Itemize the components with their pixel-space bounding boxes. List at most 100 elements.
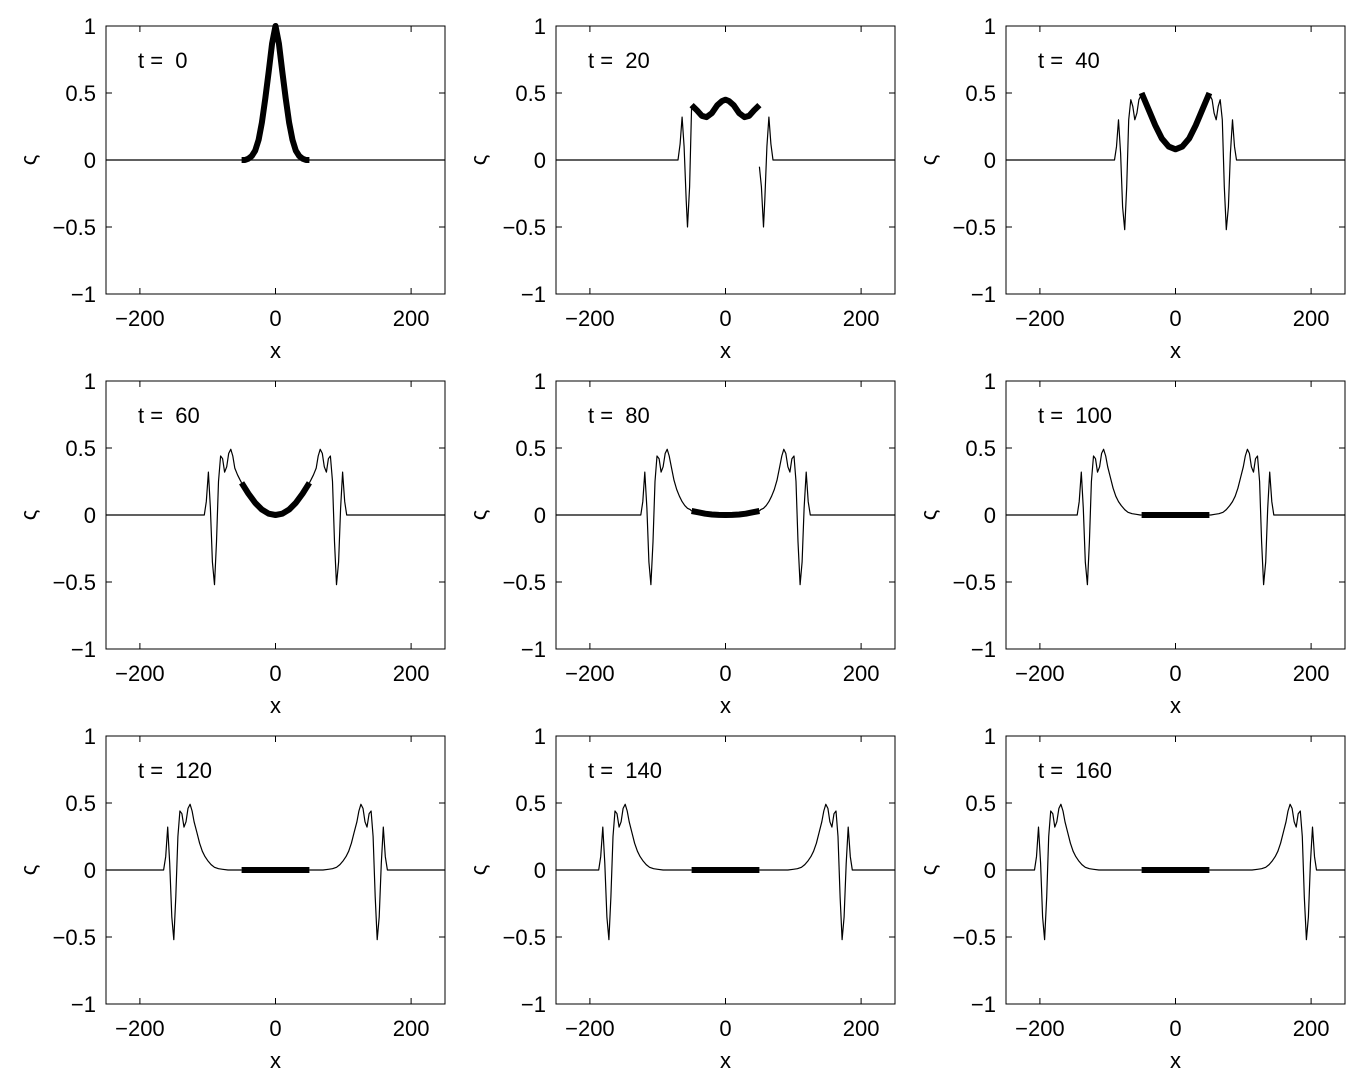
y-tick-label: 0.5	[65, 436, 96, 461]
panel-time-label: t = 0	[138, 48, 188, 73]
y-axis-label: ς	[466, 510, 491, 521]
y-tick-label: −0.5	[953, 570, 996, 595]
x-axis-label: x	[720, 338, 731, 363]
series-thin-segment-0	[556, 448, 693, 586]
y-tick-label: −0.5	[53, 925, 96, 950]
subplot-t0: 1 0.5 0 −0.5 −1 −200 0 200 x ς t = 0	[16, 14, 446, 363]
panel-time-label: t = 100	[1038, 403, 1112, 428]
x-tick-label: 200	[393, 661, 430, 686]
y-axis-label: ς	[916, 510, 941, 521]
y-tick-label: 0	[84, 148, 96, 173]
panel-time-label: t = 20	[588, 48, 650, 73]
x-tick-label: 200	[393, 306, 430, 331]
x-tick-label: −200	[1015, 1016, 1065, 1041]
subplot-t60: 1 0.5 0 −0.5 −1 −200 0 200 x ς t = 60	[16, 369, 446, 718]
subplot-t160: 1 0.5 0 −0.5 −1 −200 0 200 x ς t = 160	[916, 724, 1346, 1073]
panel-time-label: t = 40	[1038, 48, 1100, 73]
panel-time-label: t = 80	[588, 403, 650, 428]
y-tick-label: 0	[534, 503, 546, 528]
series-thick-segment	[241, 23, 310, 163]
series-thin-segment-1	[1209, 803, 1345, 941]
x-axis-label: x	[270, 1048, 281, 1073]
series-thin-segment-0	[1006, 803, 1142, 941]
y-tick-label: −0.5	[503, 215, 546, 240]
x-tick-label: −200	[565, 661, 615, 686]
y-tick-label: −0.5	[53, 215, 96, 240]
subplot-t20: 1 0.5 0 −0.5 −1 −200 0 200 x ς t = 20	[466, 14, 896, 363]
series-thin-segment-0	[1006, 448, 1142, 586]
y-tick-label: −1	[71, 992, 96, 1017]
subplot-t100: 1 0.5 0 −0.5 −1 −200 0 200 x ς t = 100	[916, 369, 1346, 718]
panel-time-label: t = 140	[588, 758, 662, 783]
y-tick-label: −1	[521, 637, 546, 662]
x-tick-label: 0	[269, 306, 281, 331]
series-thin-segment-0	[106, 803, 242, 941]
subplot-t120: 1 0.5 0 −0.5 −1 −200 0 200 x ς t = 120	[16, 724, 446, 1073]
series-thin-segment-1	[308, 448, 445, 586]
x-axis-label: x	[720, 1048, 731, 1073]
y-tick-label: 1	[534, 724, 546, 749]
y-tick-label: −1	[71, 282, 96, 307]
y-tick-label: 0.5	[515, 81, 546, 106]
y-tick-label: 0	[534, 148, 546, 173]
y-tick-label: 0.5	[965, 436, 996, 461]
y-axis-label: ς	[466, 865, 491, 876]
x-tick-label: 0	[1169, 1016, 1181, 1041]
series-thick-segment	[691, 508, 760, 518]
x-tick-label: 0	[269, 1016, 281, 1041]
series-thin-segment-1	[1209, 95, 1345, 231]
y-tick-label: 1	[84, 724, 96, 749]
y-tick-label: −0.5	[953, 215, 996, 240]
x-tick-label: 200	[843, 661, 880, 686]
x-tick-label: −200	[565, 306, 615, 331]
subplot-t40: 1 0.5 0 −0.5 −1 −200 0 200 x ς t = 40	[916, 14, 1346, 363]
series-thick-segment	[689, 96, 762, 121]
x-tick-label: −200	[565, 1016, 615, 1041]
x-tick-label: −200	[115, 306, 165, 331]
x-tick-label: 200	[1293, 661, 1330, 686]
series-thin-segment-0	[556, 803, 692, 941]
y-tick-label: 0.5	[65, 791, 96, 816]
y-tick-label: 1	[534, 14, 546, 39]
subplot-t140: 1 0.5 0 −0.5 −1 −200 0 200 x ς t = 140	[466, 724, 896, 1073]
y-tick-label: 1	[984, 724, 996, 749]
x-axis-label: x	[270, 338, 281, 363]
y-tick-label: 0	[534, 858, 546, 883]
y-tick-label: 1	[984, 14, 996, 39]
y-axis-label: ς	[916, 865, 941, 876]
y-tick-label: 0.5	[965, 791, 996, 816]
x-tick-label: −200	[115, 661, 165, 686]
y-tick-label: −0.5	[953, 925, 996, 950]
series-thick-segment	[1138, 91, 1213, 153]
x-tick-label: 0	[269, 661, 281, 686]
y-axis-label: ς	[16, 865, 41, 876]
y-tick-label: 0	[984, 503, 996, 528]
x-tick-label: −200	[1015, 306, 1065, 331]
y-tick-label: −0.5	[503, 570, 546, 595]
x-tick-label: −200	[1015, 661, 1065, 686]
y-tick-label: −1	[521, 282, 546, 307]
panel-time-label: t = 60	[138, 403, 200, 428]
x-tick-label: 0	[719, 661, 731, 686]
series-thin-segment-0	[106, 448, 243, 586]
series-thin-segment-1	[758, 448, 895, 586]
x-tick-label: 200	[1293, 1016, 1330, 1041]
x-tick-label: −200	[115, 1016, 165, 1041]
y-tick-label: 0.5	[65, 81, 96, 106]
panel-time-label: t = 120	[138, 758, 212, 783]
y-tick-label: 1	[84, 369, 96, 394]
y-tick-label: 1	[84, 14, 96, 39]
y-tick-label: 0	[84, 858, 96, 883]
x-tick-label: 200	[843, 1016, 880, 1041]
y-tick-label: 0.5	[515, 791, 546, 816]
y-axis-label: ς	[916, 155, 941, 166]
y-tick-label: 1	[534, 369, 546, 394]
series-thin-segment-0	[1006, 95, 1142, 231]
y-tick-label: 0.5	[965, 81, 996, 106]
x-axis-label: x	[1170, 1048, 1181, 1073]
x-axis-label: x	[720, 693, 731, 718]
y-tick-label: −0.5	[53, 570, 96, 595]
x-tick-label: 0	[719, 1016, 731, 1041]
series-thin-segment-1	[758, 116, 895, 228]
